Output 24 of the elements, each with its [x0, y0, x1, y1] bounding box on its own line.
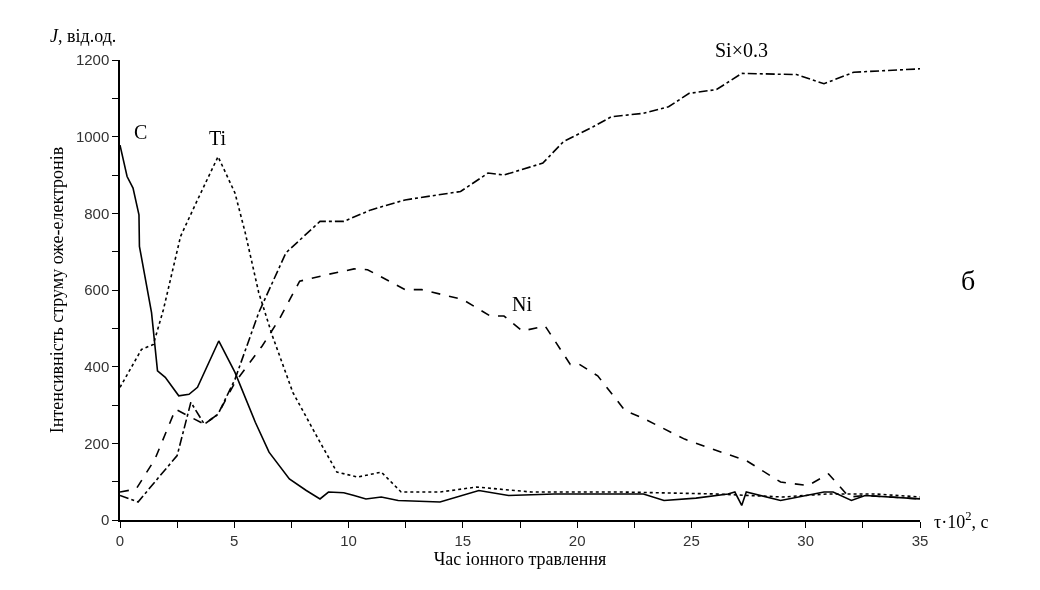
- y-tick-label: 1200: [75, 51, 110, 69]
- series-label: Si×0.3: [715, 39, 768, 61]
- x-tick-label: 25: [683, 531, 700, 549]
- x-tick-label: 20: [568, 531, 586, 549]
- x-tick-label: 10: [340, 531, 357, 549]
- y-tick-label: 1000: [75, 127, 110, 145]
- y-tick-label: 600: [84, 281, 110, 299]
- x-axis-title: Час іонного травлення: [433, 548, 607, 569]
- y-axis-title: Інтенсивність струму оже-електронів: [46, 146, 67, 434]
- x-tick-label: 5: [230, 531, 239, 549]
- y-tick-label: 400: [84, 357, 110, 375]
- y-tick-label: 0: [100, 511, 110, 529]
- x-tick-label: 35: [911, 531, 929, 549]
- series-label: Ni: [512, 293, 533, 315]
- y-tick-label: 800: [84, 204, 110, 222]
- x-tick-label: 30: [797, 531, 815, 549]
- x-tick-label: 0: [115, 531, 125, 549]
- text: б: [961, 265, 976, 296]
- x-tick-label: 15: [454, 531, 472, 549]
- series-label: Ti: [209, 127, 227, 149]
- series-label: C: [134, 121, 148, 143]
- text: J, від.од.: [50, 26, 117, 46]
- text: τ·10$^{2}$, с: [934, 509, 989, 532]
- y-tick-label: 200: [84, 434, 110, 452]
